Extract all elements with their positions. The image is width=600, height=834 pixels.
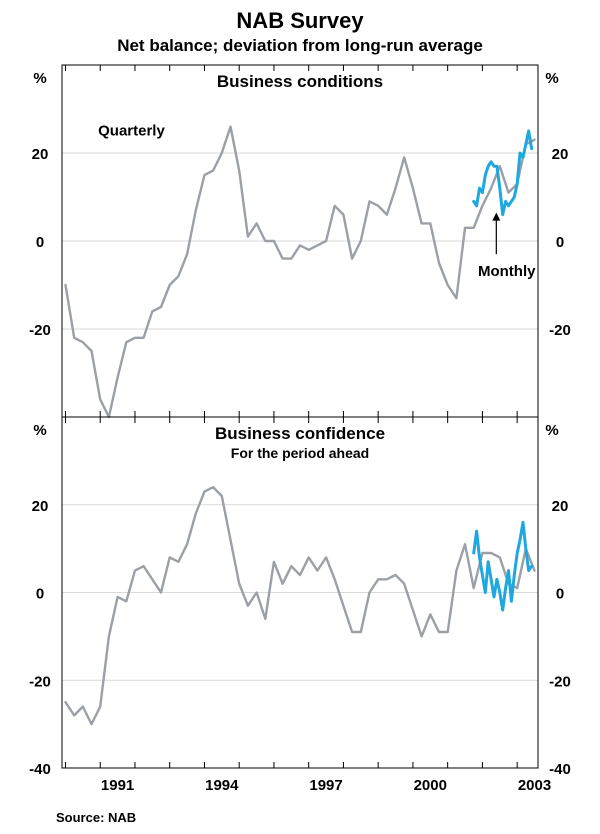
y-tick-label-right: 20 [552, 498, 569, 515]
x-tick-label: 1991 [101, 777, 134, 794]
x-tick-label: 2000 [414, 777, 447, 794]
y-tick-label-right: 20 [552, 146, 569, 163]
y-tick-label-left: 0 [36, 234, 44, 251]
y-tick-label-right: -20 [549, 673, 571, 690]
panel-title: Business confidence [215, 424, 385, 443]
annotation-label: Monthly [478, 263, 536, 280]
x-tick-label: 2003 [518, 777, 551, 794]
series-line-quarterly [64, 125, 536, 419]
y-tick-label-left: -40 [29, 761, 51, 778]
chart-title: NAB Survey [236, 8, 364, 33]
x-tick-label: 1994 [205, 777, 239, 794]
chart-subtitle: Net balance; deviation from long-run ave… [117, 36, 483, 55]
pointer-arrowhead [492, 212, 501, 221]
y-unit-label-left: % [33, 422, 46, 439]
panel-title: Business conditions [217, 72, 383, 91]
series-line-monthly [472, 520, 534, 612]
source-note: Source: NAB [56, 810, 136, 825]
panel-frame [61, 416, 539, 769]
series-line-monthly [472, 129, 534, 217]
y-tick-label-left: -20 [29, 673, 51, 690]
y-tick-label-right: -20 [549, 322, 571, 339]
x-tick-label: 1997 [309, 777, 342, 794]
y-tick-label-right: -40 [549, 761, 571, 778]
y-unit-label-right: % [545, 70, 558, 87]
y-tick-label-left: 0 [36, 586, 44, 603]
y-tick-label-left: 20 [32, 498, 49, 515]
y-tick-label-right: 0 [556, 586, 564, 603]
annotation-label: Quarterly [98, 122, 165, 139]
y-tick-label-right: 0 [556, 234, 564, 251]
series-line-quarterly [64, 486, 536, 726]
y-tick-label-left: 20 [32, 146, 49, 163]
y-tick-label-left: -20 [29, 322, 51, 339]
y-unit-label-right: % [545, 422, 558, 439]
panel-subtitle: For the period ahead [231, 445, 369, 461]
y-unit-label-left: % [33, 70, 46, 87]
